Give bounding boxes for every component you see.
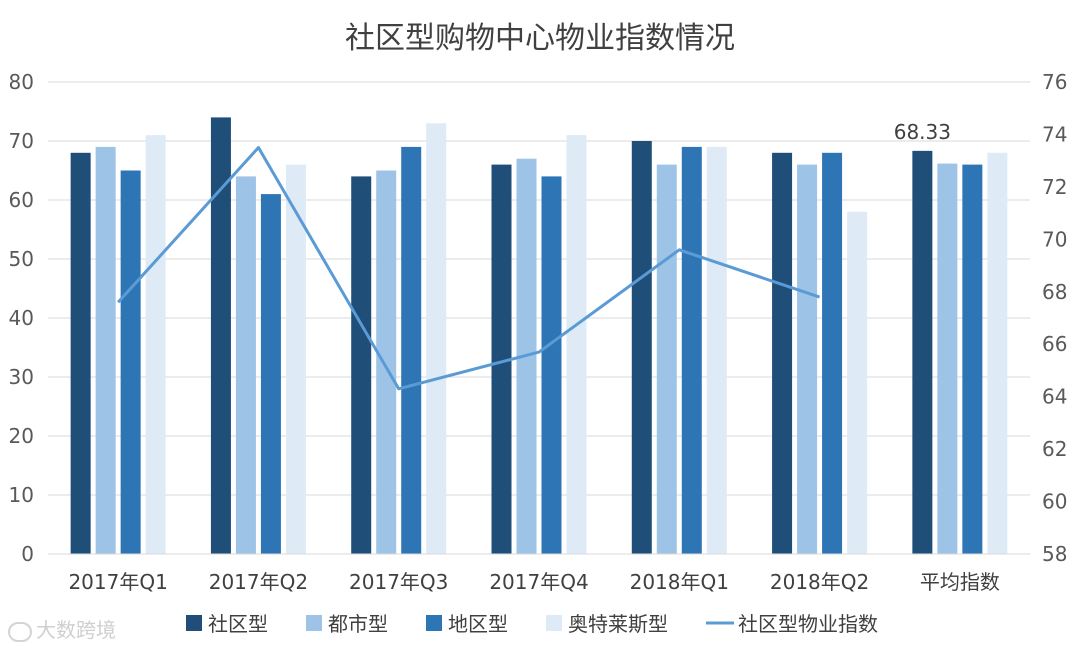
bar: [426, 123, 447, 555]
bar: [912, 150, 933, 554]
bar: [631, 141, 652, 554]
bar: [541, 176, 562, 554]
bar: [681, 146, 702, 554]
bar: [401, 146, 422, 554]
x-tick-label: 2017年Q3: [349, 570, 448, 594]
bar: [797, 164, 818, 554]
right-tick-label: 68: [1042, 280, 1067, 304]
right-tick-label: 62: [1042, 437, 1067, 461]
data-labels: 68.33: [894, 120, 951, 144]
bar: [351, 176, 372, 554]
right-tick-label: 64: [1042, 385, 1067, 409]
x-tick-label: 2017年Q1: [68, 570, 167, 594]
bar: [706, 146, 727, 554]
x-tick-label: 2017年Q2: [209, 570, 308, 594]
left-axis: 0 10 20 30 40 50 60 70 80: [9, 70, 34, 566]
bar-series: [70, 117, 1008, 555]
right-tick-label: 66: [1042, 332, 1067, 356]
legend-label: 社区型: [208, 612, 268, 636]
left-tick-label: 60: [9, 188, 34, 212]
bar: [491, 164, 512, 554]
right-tick-label: 60: [1042, 490, 1067, 514]
right-tick-label: 72: [1042, 175, 1067, 199]
bar: [210, 117, 231, 555]
bar: [260, 194, 281, 554]
watermark: 大数跨境: [8, 614, 116, 643]
right-tick-label: 74: [1042, 122, 1067, 146]
watermark-text: 大数跨境: [36, 618, 116, 642]
series-line: [117, 146, 821, 391]
bar: [987, 152, 1008, 555]
bar: [120, 170, 141, 554]
left-tick-label: 0: [21, 542, 34, 566]
bar: [962, 164, 983, 554]
bar: [566, 135, 587, 554]
bar: [376, 170, 397, 554]
legend-swatch: [426, 615, 442, 631]
bar: [656, 164, 677, 554]
bar: [937, 163, 958, 555]
legend-swatch: [306, 615, 322, 631]
legend-label: 奥特莱斯型: [568, 612, 668, 636]
bar: [772, 152, 793, 555]
left-tick-label: 50: [9, 247, 34, 271]
data-label: 68.33: [894, 120, 951, 144]
bar: [235, 176, 256, 554]
left-tick-label: 40: [9, 306, 34, 330]
legend-label: 地区型: [448, 612, 508, 636]
left-tick-label: 30: [9, 365, 34, 389]
x-tick-label: 2018年Q1: [630, 570, 729, 594]
right-tick-label: 76: [1042, 70, 1067, 94]
x-tick-label: 2017年Q4: [489, 570, 588, 594]
bar: [145, 135, 166, 554]
legend-label: 都市型: [328, 612, 388, 636]
right-axis: 58 60 62 64 66 68 70 72 74 76: [1042, 70, 1067, 566]
x-tick-label: 平均指数: [920, 570, 1000, 594]
line-series: [117, 146, 821, 391]
left-tick-label: 10: [9, 483, 34, 507]
legend-swatch: [186, 615, 202, 631]
bar: [822, 152, 843, 555]
chart-title: 社区型购物中心物业指数情况: [345, 21, 735, 56]
left-tick-label: 80: [9, 70, 34, 94]
x-axis: 2017年Q1 2017年Q2 2017年Q3 2017年Q4 2018年Q1 2018年…: [48, 553, 1030, 594]
right-tick-label: 70: [1042, 227, 1067, 251]
legend-label: 社区型物业指数: [738, 612, 878, 636]
legend: 社区型 都市型 地区型 奥特莱斯型 社区型物业指数: [186, 612, 878, 636]
gridlines: [48, 81, 1030, 555]
right-tick-label: 58: [1042, 542, 1067, 566]
watermark-logo-icon: [8, 621, 32, 642]
left-tick-label: 20: [9, 424, 34, 448]
bar: [95, 146, 116, 554]
left-tick-label: 70: [9, 129, 34, 153]
bar: [285, 164, 306, 554]
x-tick-label: 2018年Q2: [770, 570, 869, 594]
bar: [70, 152, 91, 555]
bar: [847, 211, 868, 555]
legend-swatch: [546, 615, 562, 631]
